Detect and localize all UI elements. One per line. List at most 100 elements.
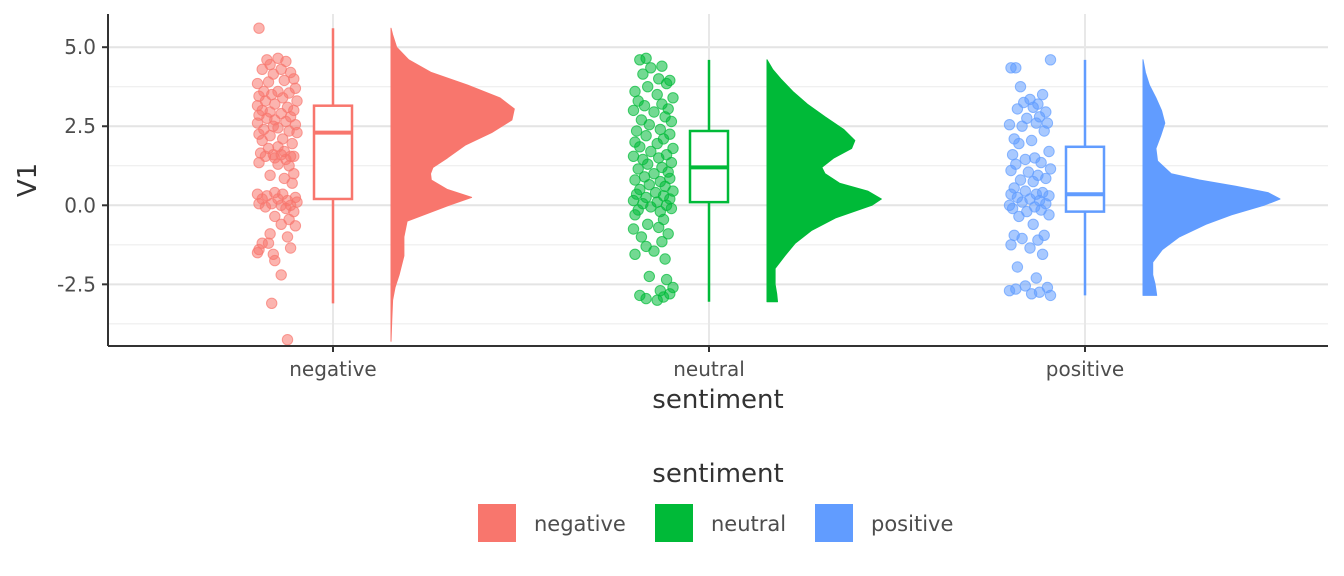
point-positive bbox=[1040, 172, 1052, 185]
point-positive bbox=[1016, 196, 1028, 208]
point-negative bbox=[262, 237, 275, 249]
point-negative bbox=[251, 247, 264, 259]
point-neutral bbox=[656, 60, 668, 72]
point-negative bbox=[253, 22, 265, 34]
point-negative bbox=[278, 74, 290, 87]
point-neutral bbox=[643, 179, 655, 191]
y-tick-label: 0.0 bbox=[64, 193, 96, 217]
point-negative bbox=[269, 210, 281, 223]
point-negative bbox=[262, 76, 275, 88]
point-positive bbox=[1003, 285, 1016, 297]
point-negative bbox=[251, 77, 264, 90]
point-neutral bbox=[645, 145, 657, 158]
point-positive bbox=[1032, 234, 1044, 246]
point-positive bbox=[1024, 242, 1036, 254]
point-neutral bbox=[627, 150, 640, 163]
point-neutral bbox=[634, 141, 646, 153]
point-positive bbox=[1027, 218, 1039, 231]
point-neutral bbox=[637, 68, 649, 80]
point-positive bbox=[1013, 137, 1025, 150]
point-positive bbox=[1016, 120, 1028, 132]
point-positive bbox=[1006, 149, 1019, 161]
point-neutral bbox=[664, 288, 676, 300]
point-negative bbox=[266, 297, 278, 309]
half-violins bbox=[390, 27, 1281, 342]
point-neutral bbox=[659, 253, 671, 265]
axes bbox=[107, 14, 1328, 347]
point-neutral bbox=[653, 152, 665, 164]
point-neutral bbox=[645, 62, 657, 74]
point-positive bbox=[1036, 248, 1049, 261]
point-negative bbox=[256, 134, 268, 147]
point-negative bbox=[264, 169, 276, 182]
legend-key-neutral bbox=[655, 504, 693, 542]
point-positive bbox=[1003, 119, 1016, 131]
point-positive bbox=[1027, 101, 1039, 114]
point-positive bbox=[1043, 209, 1055, 221]
point-positive bbox=[1010, 62, 1022, 74]
point-neutral bbox=[640, 130, 652, 142]
point-positive bbox=[1044, 289, 1057, 302]
point-positive bbox=[1030, 117, 1043, 129]
point-neutral bbox=[634, 54, 646, 66]
point-neutral bbox=[638, 100, 651, 112]
y-ticks: -2.5 0.0 2.5 5.0 bbox=[57, 35, 108, 296]
point-neutral bbox=[656, 236, 668, 248]
point-positive bbox=[1014, 81, 1027, 93]
point-neutral bbox=[630, 125, 643, 137]
point-neutral bbox=[665, 202, 678, 215]
point-positive bbox=[1035, 156, 1047, 169]
legend-title: sentiment bbox=[652, 459, 783, 489]
point-positive bbox=[1006, 202, 1019, 215]
y-tick-label: -2.5 bbox=[57, 272, 96, 296]
point-negative bbox=[291, 126, 303, 139]
point-positive bbox=[1027, 175, 1039, 188]
legend-items: negative neutral positive bbox=[478, 504, 953, 542]
point-positive bbox=[1030, 272, 1043, 284]
point-negative bbox=[291, 95, 303, 107]
point-negative bbox=[286, 177, 298, 189]
y-tick-label: 2.5 bbox=[64, 114, 96, 138]
point-negative bbox=[286, 137, 298, 150]
x-axis-title: sentiment bbox=[652, 385, 783, 415]
point-positive bbox=[1005, 164, 1017, 177]
point-neutral bbox=[662, 228, 674, 240]
point-positive bbox=[1014, 174, 1027, 186]
point-neutral bbox=[653, 221, 665, 234]
point-neutral bbox=[629, 248, 641, 261]
point-positive bbox=[1043, 145, 1055, 158]
point-positive bbox=[1005, 239, 1017, 251]
point-neutral bbox=[651, 88, 663, 101]
point-neutral bbox=[648, 106, 660, 118]
point-negative bbox=[269, 254, 281, 267]
point-negative bbox=[277, 92, 289, 104]
y-tick-label: 5.0 bbox=[64, 35, 96, 59]
point-positive bbox=[1044, 54, 1057, 66]
boxplots bbox=[312, 28, 1106, 304]
point-negative bbox=[289, 220, 302, 232]
point-negative bbox=[272, 158, 284, 170]
point-neutral bbox=[651, 137, 663, 150]
point-neutral bbox=[632, 163, 644, 175]
point-neutral bbox=[629, 174, 641, 186]
point-positive bbox=[1025, 288, 1038, 300]
point-neutral bbox=[645, 201, 657, 213]
point-neutral bbox=[665, 156, 678, 169]
point-neutral bbox=[627, 104, 640, 117]
point-positive bbox=[1011, 261, 1024, 273]
point-negative bbox=[281, 231, 294, 243]
point-positive bbox=[1025, 134, 1038, 147]
legend-key-positive bbox=[815, 504, 853, 542]
point-negative bbox=[272, 122, 284, 134]
point-positive bbox=[1044, 163, 1057, 175]
point-negative bbox=[284, 242, 297, 254]
box-negative bbox=[312, 104, 354, 201]
jitter-points bbox=[251, 22, 1057, 346]
point-positive bbox=[1013, 210, 1025, 223]
point-positive bbox=[1038, 125, 1050, 137]
point-negative bbox=[288, 168, 300, 180]
violin-negative bbox=[390, 27, 515, 342]
x-ticks: negative neutral positive bbox=[289, 346, 1124, 381]
y-axis-title: V1 bbox=[13, 163, 43, 197]
